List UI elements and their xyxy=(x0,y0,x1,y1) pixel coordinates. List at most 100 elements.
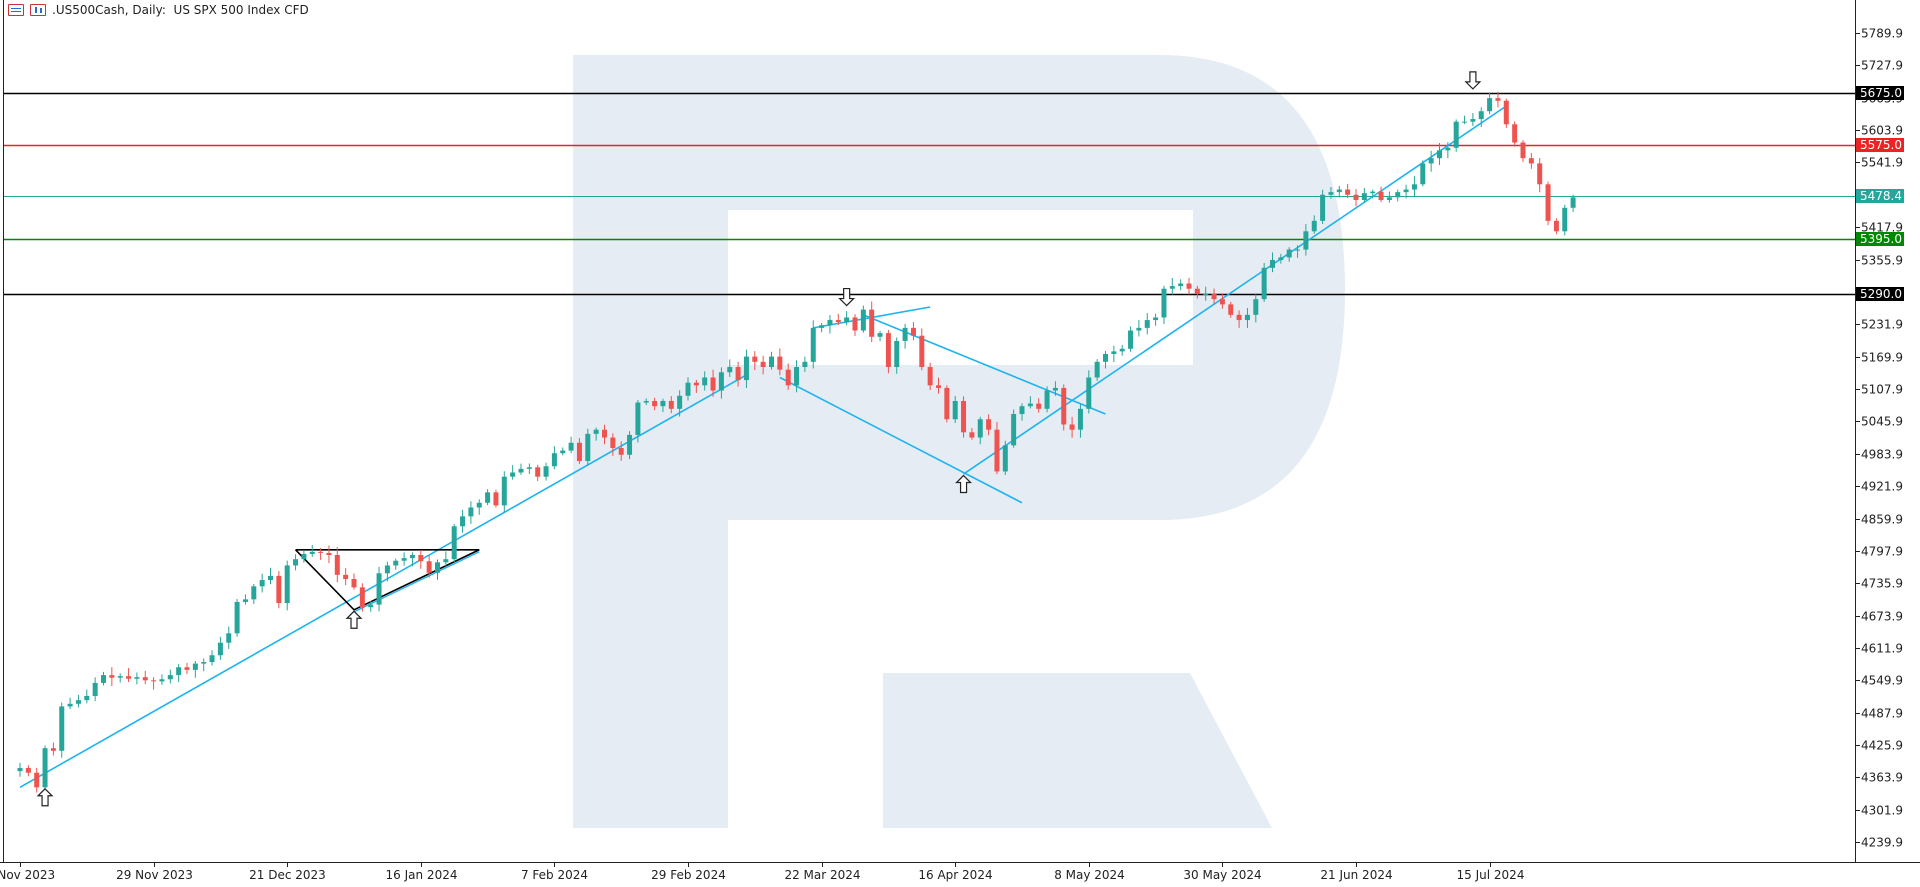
candle xyxy=(785,363,791,390)
candle-body xyxy=(1336,189,1342,193)
candle-body xyxy=(1103,353,1108,362)
candle-body xyxy=(376,573,382,605)
candle-body xyxy=(1411,184,1417,190)
y-tick-label: 5789.9 xyxy=(1861,27,1903,41)
candle xyxy=(961,396,967,438)
candle-body xyxy=(919,335,925,368)
candle xyxy=(702,371,708,391)
candle xyxy=(75,694,81,708)
candle-body xyxy=(117,676,123,678)
candle xyxy=(869,301,875,343)
candle-body xyxy=(994,429,1000,472)
candle-body xyxy=(17,768,23,772)
candle xyxy=(1219,293,1225,309)
candle xyxy=(1470,113,1476,127)
candle xyxy=(1420,160,1426,187)
candle xyxy=(176,664,182,683)
down-arrow-icon[interactable] xyxy=(838,287,856,307)
candle xyxy=(1428,150,1434,172)
candle-body xyxy=(1553,220,1559,232)
candle xyxy=(401,552,407,566)
y-tick-label: 4921.9 xyxy=(1861,480,1903,494)
x-tick-label: 21 Dec 2023 xyxy=(249,868,326,882)
candle-body xyxy=(785,369,791,386)
candle-body xyxy=(860,309,866,331)
y-tick-label: 5169.9 xyxy=(1861,351,1903,365)
candle-body xyxy=(610,437,616,448)
up-arrow-icon[interactable] xyxy=(36,787,54,807)
candle xyxy=(852,314,858,336)
candle xyxy=(1286,247,1292,262)
candle-body xyxy=(535,467,541,477)
candle xyxy=(777,348,783,376)
trendline-channel-lower[interactable] xyxy=(779,376,1023,504)
candle-body xyxy=(894,340,900,368)
candle xyxy=(167,669,173,684)
chart-list-icon[interactable] xyxy=(8,4,24,16)
candle xyxy=(259,573,265,593)
candle-body xyxy=(1036,403,1042,409)
y-tick-label: 4797.9 xyxy=(1861,545,1903,559)
candle xyxy=(560,447,566,456)
candle xyxy=(50,742,56,756)
candle xyxy=(518,463,524,475)
candle-body xyxy=(1303,231,1309,250)
trendline-uptrend-2024[interactable] xyxy=(963,105,1507,475)
y-tick-label: 4301.9 xyxy=(1861,804,1903,818)
x-tick-label: 7 Nov 2023 xyxy=(0,868,55,882)
candle xyxy=(1061,384,1067,431)
up-arrow-icon[interactable] xyxy=(955,474,972,494)
candle-body xyxy=(343,574,349,580)
candle xyxy=(1311,215,1317,234)
up-arrow-icon[interactable] xyxy=(345,610,363,629)
candle-body xyxy=(1445,147,1451,151)
candle-body xyxy=(944,387,950,420)
candle xyxy=(1169,278,1175,295)
candle xyxy=(1186,277,1192,295)
triangle-support-line[interactable] xyxy=(353,551,480,613)
candle-body xyxy=(1169,286,1175,289)
candle-body xyxy=(510,472,516,477)
candle xyxy=(1161,285,1167,324)
candle-body xyxy=(334,555,340,575)
candle xyxy=(326,545,332,564)
candle-body xyxy=(585,433,591,462)
candle-body xyxy=(844,317,850,323)
candle xyxy=(927,362,933,391)
candle xyxy=(1153,313,1159,326)
candle-body xyxy=(769,356,774,368)
candle-body xyxy=(1111,351,1117,354)
triangle-pattern[interactable] xyxy=(294,548,480,611)
candle xyxy=(251,583,257,605)
candle xyxy=(1111,345,1117,363)
candle xyxy=(1052,381,1058,396)
down-arrow-icon[interactable] xyxy=(1464,71,1482,90)
chart-bars-icon[interactable] xyxy=(30,4,46,16)
y-tick-label: 5417.9 xyxy=(1861,221,1903,235)
candle-body xyxy=(835,320,841,323)
candle xyxy=(418,550,424,569)
candle xyxy=(1086,370,1092,414)
candle-body xyxy=(702,377,708,386)
candle-body xyxy=(1086,377,1092,409)
candle-body xyxy=(268,575,273,581)
candle xyxy=(752,351,758,371)
candle-body xyxy=(318,551,324,553)
candle-body xyxy=(668,400,674,409)
x-tick-label: 29 Nov 2023 xyxy=(116,868,193,882)
candle-body xyxy=(969,432,975,438)
candle-body xyxy=(1462,121,1468,123)
candle xyxy=(334,547,340,583)
y-tick-label: 5107.9 xyxy=(1861,383,1903,397)
candle-body xyxy=(209,655,215,663)
candle xyxy=(351,573,357,590)
candle-body xyxy=(677,395,683,409)
candle xyxy=(535,464,541,482)
candle-body xyxy=(1044,390,1050,409)
candle-body xyxy=(384,565,390,574)
candle-body xyxy=(936,385,941,388)
trendline-uptrend-main[interactable] xyxy=(19,374,747,789)
y-tick-label: 5541.9 xyxy=(1861,156,1903,170)
